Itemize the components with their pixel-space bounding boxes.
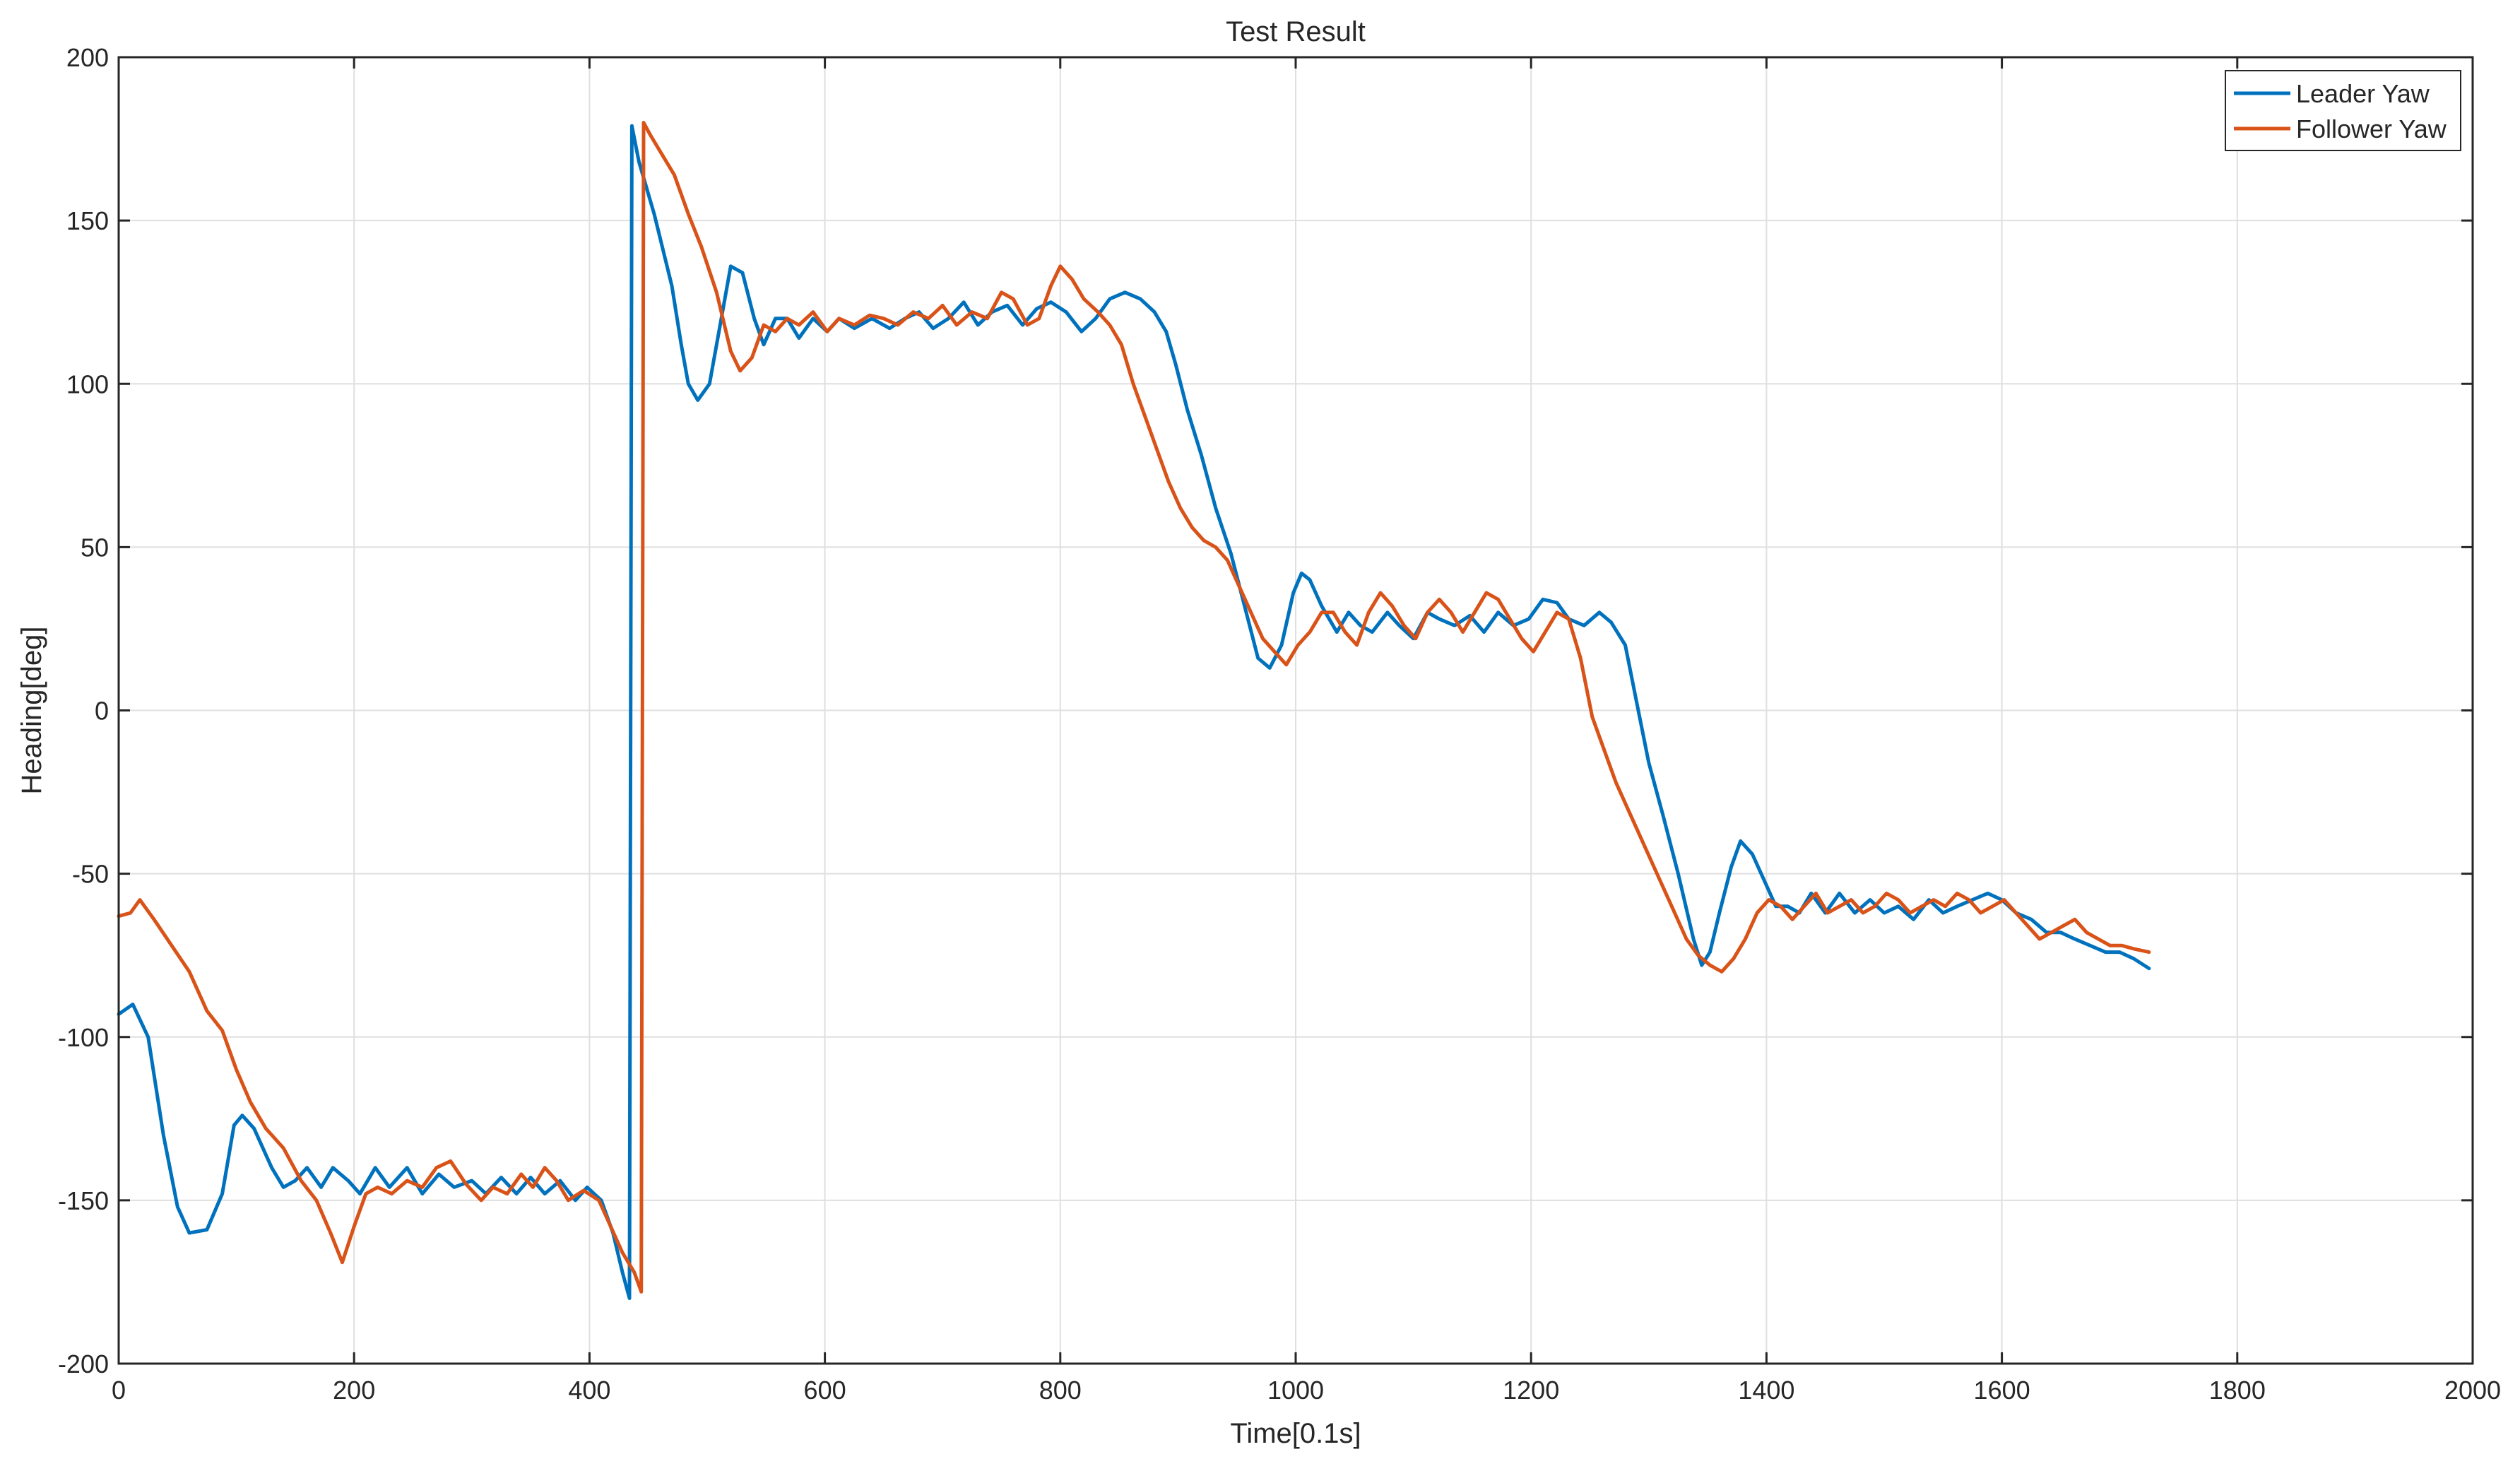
x-tick-label: 1400 — [1738, 1376, 1794, 1405]
series-layer — [117, 121, 2151, 1300]
x-axis-label: Time[0.1s] — [1230, 1418, 1361, 1449]
chart-title: Test Result — [1226, 16, 1366, 47]
y-tick-label: -50 — [72, 860, 109, 889]
y-tick-label: -200 — [58, 1349, 109, 1378]
x-tick-label: 400 — [568, 1376, 610, 1405]
x-tick-label: 800 — [1039, 1376, 1082, 1405]
y-axis-label: Heading[deg] — [16, 627, 47, 795]
y-tick-label: -100 — [58, 1023, 109, 1052]
x-tick-label: 1200 — [1503, 1376, 1559, 1405]
plot-area-border — [117, 56, 2474, 1365]
x-tick-label: 2000 — [2444, 1376, 2501, 1405]
y-tick-label: 200 — [66, 43, 109, 72]
legend-label-leader-yaw: Leader Yaw — [2296, 79, 2430, 108]
y-tick-labels: -200 -150 -100 -50 0 50 100 150 200 — [58, 43, 109, 1378]
y-tick-label: 100 — [66, 370, 109, 398]
x-tick-label: 600 — [804, 1376, 846, 1405]
y-tick-label: -150 — [58, 1186, 109, 1215]
legend-box — [2225, 70, 2461, 151]
series-line-leader-yaw — [117, 124, 2151, 1300]
y-tick-label: 150 — [66, 206, 109, 235]
x-tick-label: 1600 — [1974, 1376, 2030, 1405]
x-tick-label: 1800 — [2209, 1376, 2266, 1405]
x-tick-label: 200 — [333, 1376, 375, 1405]
y-tick-label: 0 — [95, 697, 109, 726]
legend: Leader Yaw Follower Yaw — [2225, 70, 2461, 151]
x-tick-label: 0 — [112, 1376, 126, 1405]
x-tick-label: 1000 — [1267, 1376, 1324, 1405]
legend-label-follower-yaw: Follower Yaw — [2296, 114, 2447, 143]
series-line-follower-yaw — [117, 121, 2151, 1294]
y-tick-label: 50 — [81, 533, 109, 562]
x-tick-labels: 0 200 400 600 800 1000 1200 1400 1600 1800 2000 — [112, 1376, 2501, 1405]
